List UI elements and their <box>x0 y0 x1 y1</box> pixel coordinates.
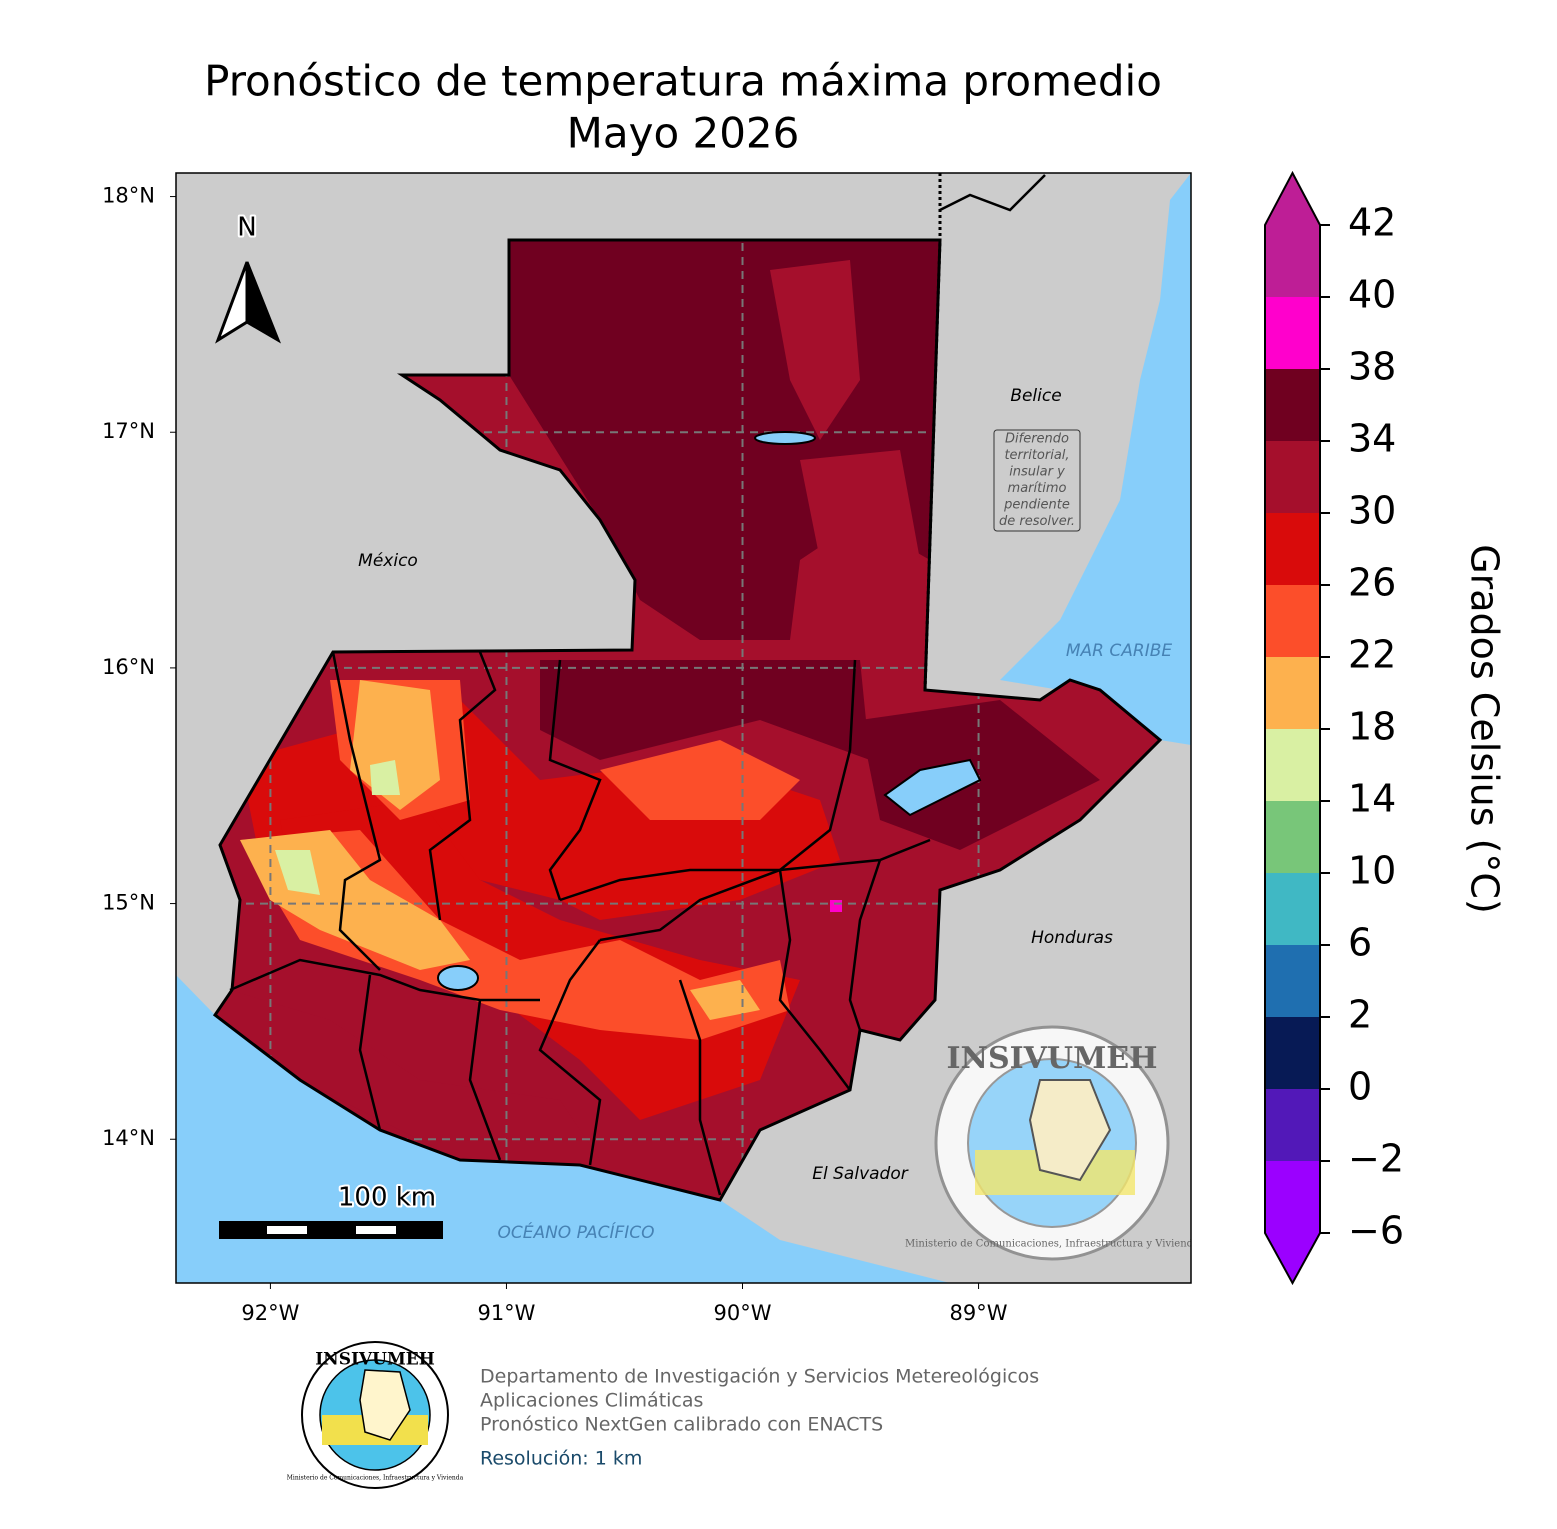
sea-label: OCÉANO PACÍFICO <box>497 1221 654 1243</box>
colorbar-band <box>1265 369 1320 441</box>
scale-bar-segment <box>356 1226 396 1234</box>
lake-atitlan <box>437 965 479 991</box>
colorbar-tick-label: 22 <box>1348 633 1396 677</box>
sea-label: MAR CARIBE <box>1066 641 1173 661</box>
note-line: pendiente <box>1003 498 1070 513</box>
title-line: Pronóstico de temperatura máxima promedi… <box>204 57 1162 106</box>
caribbean-sea <box>1000 173 1191 745</box>
logo-name: INSIVUMEH <box>315 1350 435 1370</box>
lat-tick-label: 17°N <box>102 419 155 443</box>
logo-name: INSIVUMEH <box>946 1041 1157 1076</box>
lon-tick-label: 91°W <box>477 1301 535 1325</box>
disputed-border <box>923 173 942 691</box>
colorbar-band <box>1265 585 1320 657</box>
country-label: El Salvador <box>812 1164 908 1184</box>
colorbar-band <box>1265 513 1320 585</box>
scale-bar <box>219 1221 443 1239</box>
title: Pronóstico de temperatura máxima promedi… <box>204 57 1162 158</box>
colorbar-band <box>1265 1161 1320 1233</box>
footer-logo: INSIVUMEH Ministerio de Comunicaciones, … <box>287 1341 464 1489</box>
coastline <box>939 174 1046 212</box>
colorbar-band <box>1265 1017 1320 1089</box>
colorbar-tick-label: 6 <box>1348 921 1372 965</box>
colorbar-tick-label: 14 <box>1348 777 1396 821</box>
colorbar-tick-label: −2 <box>1348 1137 1404 1181</box>
colorbar-tick-label: 40 <box>1348 273 1396 317</box>
scale-label: 100 km <box>338 1183 436 1213</box>
colorbar-band <box>1265 441 1320 513</box>
resolution: Resolución: 1 km <box>480 1448 642 1470</box>
footer-line: Aplicaciones Climáticas <box>480 1390 703 1412</box>
map: México Belice Honduras El Salvador MAR C… <box>176 173 1199 1283</box>
note-line: de resolver. <box>999 514 1075 529</box>
north-arrow <box>245 261 281 344</box>
country-label: Belice <box>1010 386 1061 406</box>
lat-tick-label: 18°N <box>102 184 155 208</box>
colorbar-tick-label: 30 <box>1348 489 1396 533</box>
lat-tick-label: 15°N <box>102 891 155 915</box>
colorbar-extend-low <box>1265 1233 1320 1283</box>
pacific-ocean <box>176 975 950 1283</box>
map-frame <box>175 172 1192 1284</box>
colorbar-tick-label: 2 <box>1348 993 1372 1037</box>
footer-line: Departamento de Investigación y Servicio… <box>480 1366 1039 1388</box>
lat-tick-label: 14°N <box>102 1126 155 1150</box>
department-borders <box>229 651 931 1196</box>
scale-bar-segment <box>267 1226 307 1234</box>
colorbar-tick-label: 34 <box>1348 417 1396 461</box>
colorbar-band <box>1265 297 1320 369</box>
country-label: Honduras <box>1031 928 1113 948</box>
colorbar-tick-label: 38 <box>1348 345 1396 389</box>
temperature-field <box>215 240 1160 1200</box>
map-axes: 92°W 91°W 90°W 89°W 14°N 15°N 16°N 17°N 18°N <box>102 184 1008 1325</box>
colorbar-band <box>1265 1089 1320 1161</box>
note-line: Diferendo <box>1005 432 1069 447</box>
colorbar-band <box>1265 873 1320 945</box>
lon-tick-label: 89°W <box>950 1301 1008 1325</box>
note-line: marítimo <box>1008 481 1067 496</box>
north-label: N <box>237 213 256 243</box>
logo: INSIVUMEH Ministerio de Comunicaciones, … <box>905 1025 1199 1261</box>
lake-peten-itza <box>754 431 816 445</box>
colorbar-tick-label: 18 <box>1348 705 1396 749</box>
colorbar-tick-label: −6 <box>1348 1209 1404 1253</box>
lon-tick-label: 90°W <box>714 1301 772 1325</box>
colorbar-band <box>1265 225 1320 297</box>
lon-tick-label: 92°W <box>241 1301 299 1325</box>
logo-ministry: Ministerio de Comunicaciones, Infraestru… <box>905 1239 1199 1250</box>
note-line: territorial, <box>1004 448 1069 463</box>
colorbar-tick-label: 42 <box>1348 201 1396 245</box>
colorbar-label: Grados Celsius (°C) <box>1463 544 1507 914</box>
colorbar-band <box>1265 657 1320 729</box>
colorbar-extend-high <box>1265 173 1320 225</box>
footer-line: Pronóstico NextGen calibrado con ENACTS <box>480 1414 883 1436</box>
title-line: Mayo 2026 <box>567 109 800 158</box>
lake-izabal <box>883 758 982 817</box>
logo-ministry: Ministerio de Comunicaciones, Infraestru… <box>287 1475 464 1482</box>
colorbar-band <box>1265 729 1320 801</box>
colorbar-tick-label: 10 <box>1348 849 1396 893</box>
colorbar-tick-label: 26 <box>1348 561 1396 605</box>
country-label: México <box>358 551 418 571</box>
dispute-box <box>993 429 1081 532</box>
lat-tick-label: 16°N <box>102 655 155 679</box>
colorbar-band <box>1265 801 1320 873</box>
colorbar-tick-label: 0 <box>1348 1065 1372 1109</box>
note-line: insular y <box>1009 465 1065 480</box>
colorbar-band <box>1265 945 1320 1017</box>
